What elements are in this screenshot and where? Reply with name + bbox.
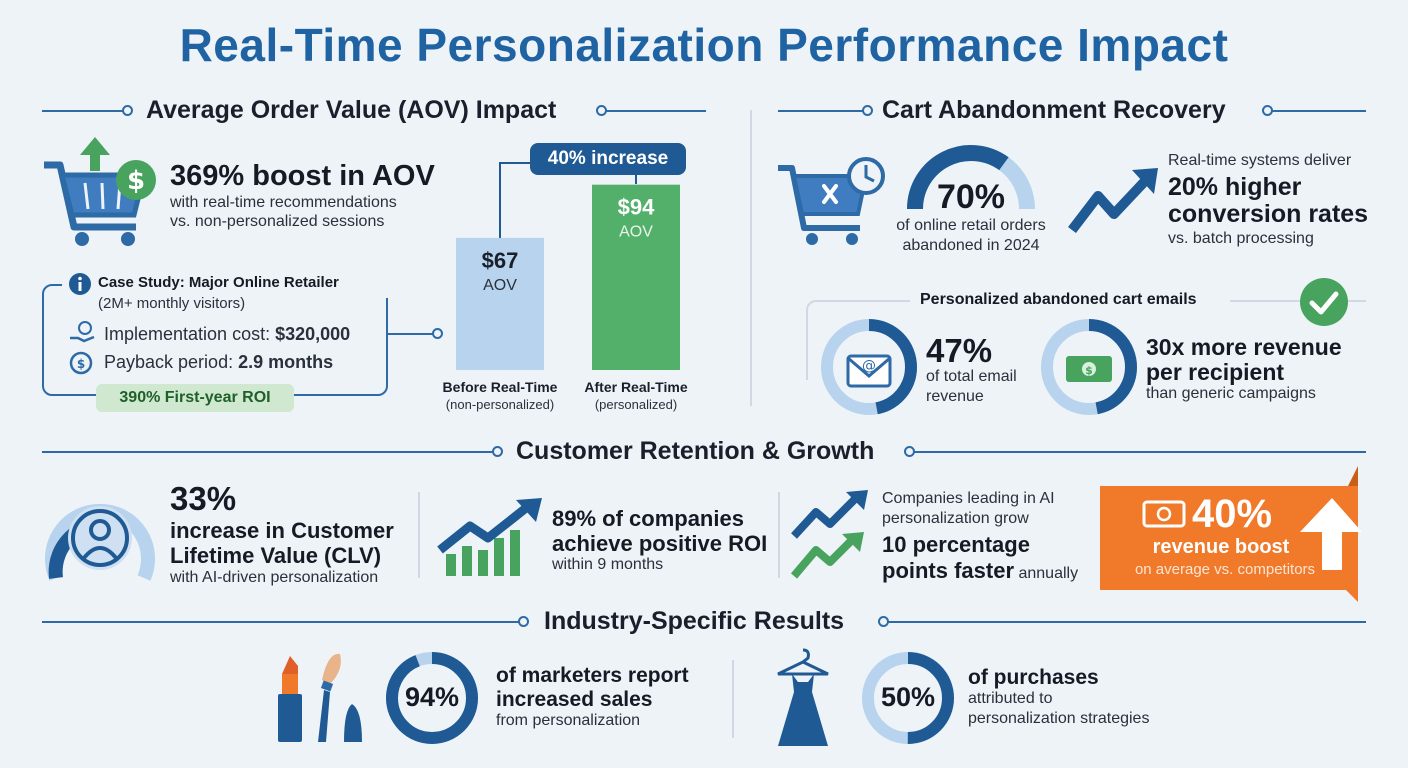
fashion-big: of purchases — [968, 666, 1099, 689]
info-icon — [69, 273, 91, 295]
ring-fill — [821, 319, 917, 415]
roi-sub: within 9 months — [552, 556, 664, 573]
divider-dot — [122, 105, 133, 116]
ring-fill — [1041, 319, 1137, 415]
page-title: Real-Time Personalization Performance Im… — [179, 19, 1229, 71]
fashion-sub1: attributed to — [968, 690, 1053, 707]
revenue-big2: per recipient — [1146, 359, 1285, 385]
category-sub-label: (non-personalized) — [446, 397, 554, 412]
revenue-big1: 30x more revenue — [1146, 334, 1342, 360]
beauty-big2: increased sales — [496, 688, 653, 711]
dress-hanger-icon — [777, 648, 829, 746]
abandon-sub1: of online retail orders — [896, 217, 1046, 234]
divider — [606, 110, 706, 112]
email-pct: 47% — [926, 332, 993, 369]
payback-value: 2.9 months — [238, 352, 334, 372]
email-sub2: revenue — [926, 388, 984, 405]
abandon-pct: 70% — [936, 178, 1006, 216]
beauty-big1: of marketers report — [496, 664, 689, 687]
bar-after — [592, 184, 680, 370]
rev-pct: 40% — [1192, 492, 1273, 536]
abandon-sub2: abandoned in 2024 — [902, 237, 1040, 254]
money-icon: $ — [1066, 356, 1112, 382]
beauty-ring — [386, 652, 478, 744]
emails-heading: Personalized abandoned cart emails — [920, 291, 1197, 308]
svg-text:$: $ — [127, 166, 145, 196]
svg-text:$: $ — [77, 357, 85, 371]
aov-boost: 369% boost in AOV — [170, 160, 435, 192]
rt-big2: conversion rates — [1168, 200, 1369, 228]
grow-big1: 10 percentage — [882, 532, 1030, 557]
aov-heading: Average Order Value (AOV) Impact — [146, 96, 557, 124]
rt-big1: 20% higher — [1168, 173, 1302, 201]
roi-badge: 390% First-year ROI — [96, 384, 294, 412]
clv-pct: 33% — [170, 480, 237, 517]
revenue-ring — [1041, 319, 1137, 415]
clock-dollar-icon: $ — [69, 351, 93, 375]
hand-coin-icon — [70, 321, 95, 343]
revenue-sub: than generic campaigns — [1146, 385, 1316, 402]
category-label: After Real-Time — [584, 379, 687, 395]
revenue-boost-banner — [1100, 466, 1362, 602]
aov-bar-chart: $67 AOV Before Real-Time (non-personalized)… — [443, 162, 688, 412]
roi-big1: 89% of companies — [552, 506, 744, 531]
email-ring — [821, 319, 917, 415]
grow-big2: points faster — [882, 558, 1015, 583]
cosmetics-icon — [278, 653, 362, 742]
svg-text:@: @ — [862, 358, 876, 374]
case-study-sub: (2M+ monthly visitors) — [98, 295, 246, 312]
cart-abandon-icon — [778, 157, 885, 245]
gauge-fill — [907, 145, 1009, 210]
rev-label: revenue boost — [1152, 536, 1290, 558]
clv-gauge — [45, 503, 155, 581]
grow-line1: Companies leading in AI — [882, 490, 1055, 507]
grow-tail: annually — [1014, 565, 1079, 582]
clv-sub: with AI-driven personalization — [170, 569, 379, 586]
trend-up-icon — [1068, 168, 1158, 234]
category-sub-label: (personalized) — [595, 397, 677, 412]
rt-line1: Real-time systems deliver — [1168, 152, 1352, 169]
bar-before — [456, 237, 544, 370]
fashion-sub2: personalization strategies — [968, 710, 1150, 727]
email-icon: @ — [846, 354, 892, 388]
industry-heading: Industry-Specific Results — [544, 607, 845, 635]
clv-line1: increase in Customer — [170, 518, 394, 543]
aov-boost-sub1: with real-time recommendations — [170, 194, 397, 211]
retention-heading: Customer Retention & Growth — [516, 437, 875, 465]
checkmark-icon — [1300, 278, 1348, 326]
aov-boost-sub2: vs. non-personalized sessions — [170, 213, 385, 230]
grow-line2: personalization grow — [882, 510, 1029, 527]
divider — [42, 110, 124, 112]
bar-value-label: $94 — [618, 195, 655, 220]
bar-unit-label: AOV — [483, 277, 517, 294]
roi-big2: achieve positive ROI — [552, 531, 768, 556]
case-study-title: Case Study: Major Online Retailer — [98, 274, 339, 291]
beauty-sub: from personalization — [496, 712, 641, 729]
dual-trend-icon — [790, 490, 868, 579]
bracket-left — [499, 162, 530, 240]
bar-value-label: $67 — [482, 248, 519, 273]
fashion-ring — [862, 652, 954, 744]
clv-line2: Lifetime Value (CLV) — [170, 543, 382, 568]
rev-sub: on average vs. competitors — [1134, 561, 1316, 578]
cart-heading: Cart Abandonment Recovery — [882, 96, 1226, 124]
ring-fill — [386, 652, 478, 744]
impl-label: Implementation cost: — [104, 324, 276, 344]
increase-banner: 40% increase — [530, 143, 686, 175]
impl-value: $320,000 — [275, 324, 351, 344]
rt-sub: vs. batch processing — [1168, 230, 1314, 247]
svg-text:$: $ — [1085, 364, 1093, 377]
ring-fill — [862, 652, 954, 744]
bar-unit-label: AOV — [619, 224, 653, 241]
growth-chart-icon — [437, 498, 542, 576]
payback-label: Payback period: — [104, 352, 239, 372]
fashion-pct: 50% — [880, 682, 936, 712]
category-label: Before Real-Time — [443, 379, 558, 395]
email-sub1: of total email — [926, 368, 1017, 385]
abandon-gauge — [907, 145, 1035, 210]
cart-dollar-icon: $ — [44, 137, 156, 246]
beauty-pct: 94% — [404, 682, 460, 712]
